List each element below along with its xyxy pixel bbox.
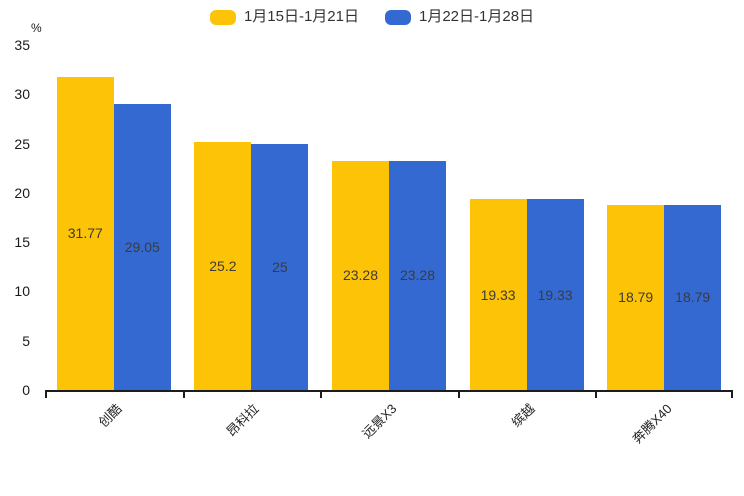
legend-item-week2[interactable]: 1月22日-1月28日 (385, 8, 534, 26)
bar-value-label: 25.2 (209, 257, 237, 274)
legend-item-week1[interactable]: 1月15日-1月21日 (209, 8, 359, 26)
x-axis-label: 创酷 (95, 401, 125, 431)
x-axis-label: 远景X3 (359, 401, 400, 442)
x-axis-label: 奔腾X40 (629, 401, 675, 447)
bar-value-label: 19.33 (480, 286, 516, 303)
legend-swatch-week2-icon (385, 9, 411, 25)
bar-value-label: 18.79 (618, 289, 654, 306)
y-axis-tick-label: 10 (14, 283, 30, 300)
y-axis-tick-label: 15 (14, 234, 30, 251)
bar-value-label: 18.79 (675, 289, 711, 306)
x-axis-label: 昂科拉 (223, 401, 263, 440)
y-axis-unit-label: % (31, 21, 42, 35)
y-axis-tick-label: 5 (22, 332, 30, 349)
y-axis-tick-label: 25 (14, 135, 30, 152)
bar-series2-远景X3[interactable]: 23.28 (389, 160, 446, 390)
y-axis-tick-label: 20 (14, 184, 30, 201)
x-axis-tick (731, 392, 733, 398)
x-axis-label: 缤越 (508, 401, 538, 431)
legend-label-week2: 1月22日-1月28日 (419, 8, 535, 25)
legend-swatch-week1-icon (209, 9, 236, 25)
plot-area: 31.77 29.05 创酷 25.2 25 昂科拉 23.28 23.28 远景X3 19.33… (45, 45, 733, 446)
x-axis-tick (182, 392, 185, 398)
bar-series1-奔腾X40[interactable]: 18.79 (607, 204, 665, 390)
bar-value-label: 23.28 (342, 267, 379, 284)
y-axis-tick-label: 35 (14, 37, 30, 53)
bar-value-label: 23.28 (399, 267, 436, 284)
x-axis-tick (595, 392, 598, 398)
x-axis-tick (45, 392, 47, 398)
legend: 1月15日-1月21日 1月22日-1月28日 (0, 8, 744, 26)
bar-series2-缤越[interactable]: 19.33 (526, 199, 584, 390)
y-axis-tick-labels: 0 5 10 15 20 25 30 35 (0, 37, 33, 398)
bar-series1-远景X3[interactable]: 23.28 (332, 160, 389, 390)
bar-series1-昂科拉[interactable]: 25.2 (194, 141, 252, 390)
bar-value-label: 25 (272, 258, 288, 275)
bar-series1-缤越[interactable]: 19.33 (469, 199, 527, 390)
x-axis-tick (457, 392, 460, 398)
y-axis-tick-label: 30 (14, 86, 30, 103)
bar-series2-昂科拉[interactable]: 25 (251, 143, 309, 390)
bar-series2-创酷[interactable]: 29.05 (113, 103, 171, 390)
legend-label-week1: 1月15日-1月21日 (243, 8, 359, 25)
bar-value-label: 29.05 (124, 238, 160, 255)
x-axis-tick (320, 392, 323, 398)
bar-series2-奔腾X40[interactable]: 18.79 (664, 204, 722, 390)
bar-value-label: 19.33 (537, 286, 573, 303)
bar-series1-创酷[interactable]: 31.77 (56, 76, 114, 390)
y-axis-tick-label: 0 (22, 382, 30, 398)
bar-value-label: 31.77 (67, 225, 103, 242)
